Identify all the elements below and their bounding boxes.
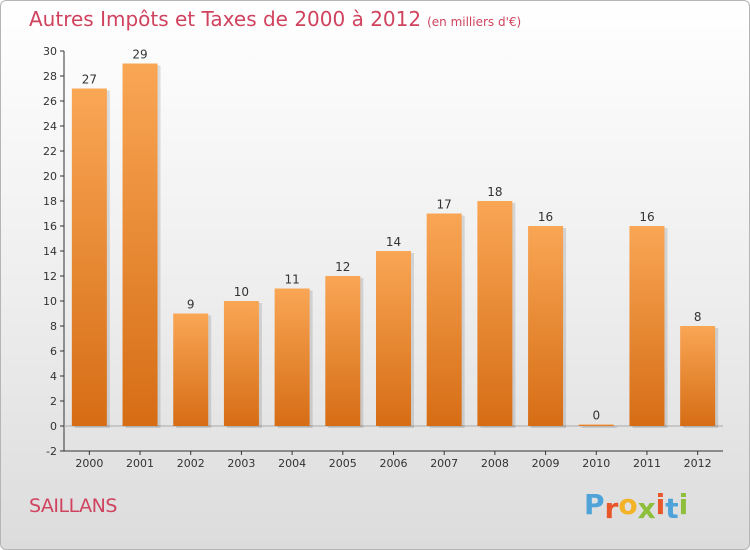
y-tick-label: 24	[43, 120, 57, 133]
x-tick-label: 2004	[278, 457, 306, 470]
y-tick-label: 28	[43, 70, 57, 83]
x-tick-label: 2008	[481, 457, 509, 470]
bar	[578, 424, 614, 426]
logo-letter: i	[655, 488, 666, 521]
bar-value-label: 9	[187, 298, 195, 312]
bar	[376, 251, 411, 426]
bar	[325, 276, 361, 426]
x-tick-label: 2012	[684, 457, 712, 470]
bar-value-label: 27	[82, 73, 97, 87]
proxiti-logo: Proxiti	[584, 488, 689, 525]
bar	[173, 313, 209, 426]
bar-value-label: 29	[132, 48, 147, 62]
x-tick-label: 2011	[633, 457, 661, 470]
y-tick-label: 6	[50, 345, 57, 358]
bar-value-label: 11	[284, 273, 299, 287]
y-tick-label: 0	[50, 420, 57, 433]
y-tick-label: 12	[43, 270, 57, 283]
commune-name: SAILLANS	[29, 495, 117, 517]
y-tick-label: 20	[43, 170, 57, 183]
logo-letter: t	[665, 492, 679, 525]
logo-letter: P	[584, 488, 605, 521]
y-tick-label: 2	[50, 395, 57, 408]
bar	[477, 201, 513, 426]
unit-note: (en milliers d'€)	[427, 15, 522, 29]
x-tick-label: 2002	[177, 457, 205, 470]
bar-value-label: 8	[694, 310, 702, 324]
bar	[274, 288, 310, 426]
y-tick-label: 4	[50, 370, 57, 383]
x-tick-label: 2003	[227, 457, 255, 470]
bar	[629, 226, 665, 426]
bar	[426, 213, 462, 426]
x-tick-label: 2000	[75, 457, 103, 470]
y-tick-label: 30	[43, 45, 57, 58]
y-tick-label: 26	[43, 95, 57, 108]
bar-value-label: 12	[335, 260, 350, 274]
bar-shadow	[581, 426, 617, 428]
bar-value-label: 10	[234, 285, 249, 299]
logo-letter: x	[637, 492, 656, 525]
x-tick-label: 2009	[532, 457, 560, 470]
y-tick-label: 8	[50, 320, 57, 333]
x-tick-label: 2006	[380, 457, 408, 470]
x-tick-label: 2010	[582, 457, 610, 470]
chart-title-text: Autres Impôts et Taxes de 2000 à 2012	[29, 7, 422, 31]
logo-letter: i	[678, 488, 689, 521]
bar	[223, 301, 259, 426]
bar-value-label: 16	[538, 210, 553, 224]
logo-letter: o	[618, 488, 638, 521]
x-tick-label: 2005	[329, 457, 357, 470]
y-tick-label: 18	[43, 195, 57, 208]
bar	[71, 88, 107, 426]
bar-value-label: 16	[639, 210, 654, 224]
y-tick-label: -2	[46, 445, 57, 458]
x-tick-label: 2007	[430, 457, 458, 470]
bar-value-label: 0	[592, 409, 600, 423]
bar-value-label: 14	[386, 235, 401, 249]
y-tick-label: 14	[43, 245, 57, 258]
bar	[528, 226, 564, 426]
y-tick-label: 16	[43, 220, 57, 233]
chart-title: Autres Impôts et Taxes de 2000 à 2012 (en…	[29, 7, 521, 31]
x-tick-label: 2001	[126, 457, 154, 470]
bar-value-label: 18	[487, 185, 502, 199]
bar-value-label: 17	[437, 198, 452, 212]
bar	[680, 326, 716, 426]
y-tick-label: 22	[43, 145, 57, 158]
bar	[122, 63, 158, 426]
y-tick-label: 10	[43, 295, 57, 308]
logo-letter: r	[604, 492, 619, 525]
